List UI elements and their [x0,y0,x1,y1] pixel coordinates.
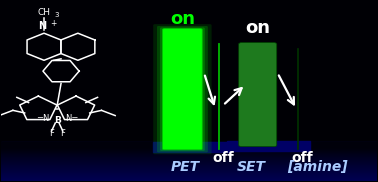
Text: 3: 3 [54,12,59,18]
Text: on: on [170,10,195,28]
Bar [153,142,229,152]
Text: on: on [245,19,270,37]
Text: PET: PET [171,160,200,174]
Text: off: off [291,151,313,165]
Bar [1,142,377,143]
Bar [1,172,377,173]
Text: B: B [54,116,60,125]
Bar [1,169,377,170]
Bar [1,178,377,179]
Bar [1,164,377,165]
FancyBboxPatch shape [163,29,202,150]
Text: CH: CH [37,8,51,17]
Text: N=: N= [65,114,78,124]
Bar [1,153,377,155]
FancyBboxPatch shape [160,27,205,151]
Bar [227,141,310,151]
Bar [227,141,310,151]
Bar [1,151,377,153]
Bar [1,147,377,148]
FancyBboxPatch shape [153,24,212,154]
Bar [1,149,377,150]
Bar [1,159,377,161]
Bar [1,150,377,151]
Bar [1,174,377,175]
Bar [1,180,377,181]
Bar [1,167,377,168]
Bar [1,157,377,159]
Bar [1,161,377,162]
Bar [1,143,377,144]
Bar [1,146,377,147]
Text: F: F [60,129,65,138]
Bar [1,179,377,180]
Text: F: F [49,129,54,138]
Bar [1,175,377,176]
Bar [1,166,377,167]
Bar [1,144,377,145]
Text: N: N [38,21,46,31]
Text: off: off [212,151,234,165]
Bar [1,148,377,149]
FancyBboxPatch shape [157,26,208,152]
Bar [1,171,377,172]
Bar [1,163,377,164]
Bar [1,168,377,169]
Text: [amine]: [amine] [287,160,347,174]
Bar [1,165,377,166]
Text: +: + [50,19,57,28]
Bar [1,142,377,181]
Bar [1,176,377,177]
Text: =N: =N [36,114,50,124]
Bar [1,177,377,178]
Text: SET: SET [237,160,266,174]
Bar [1,173,377,174]
Bar [1,155,377,157]
Bar [1,162,377,163]
FancyBboxPatch shape [239,43,277,147]
Bar [1,145,377,146]
Bar [1,170,377,171]
Bar [153,142,229,152]
